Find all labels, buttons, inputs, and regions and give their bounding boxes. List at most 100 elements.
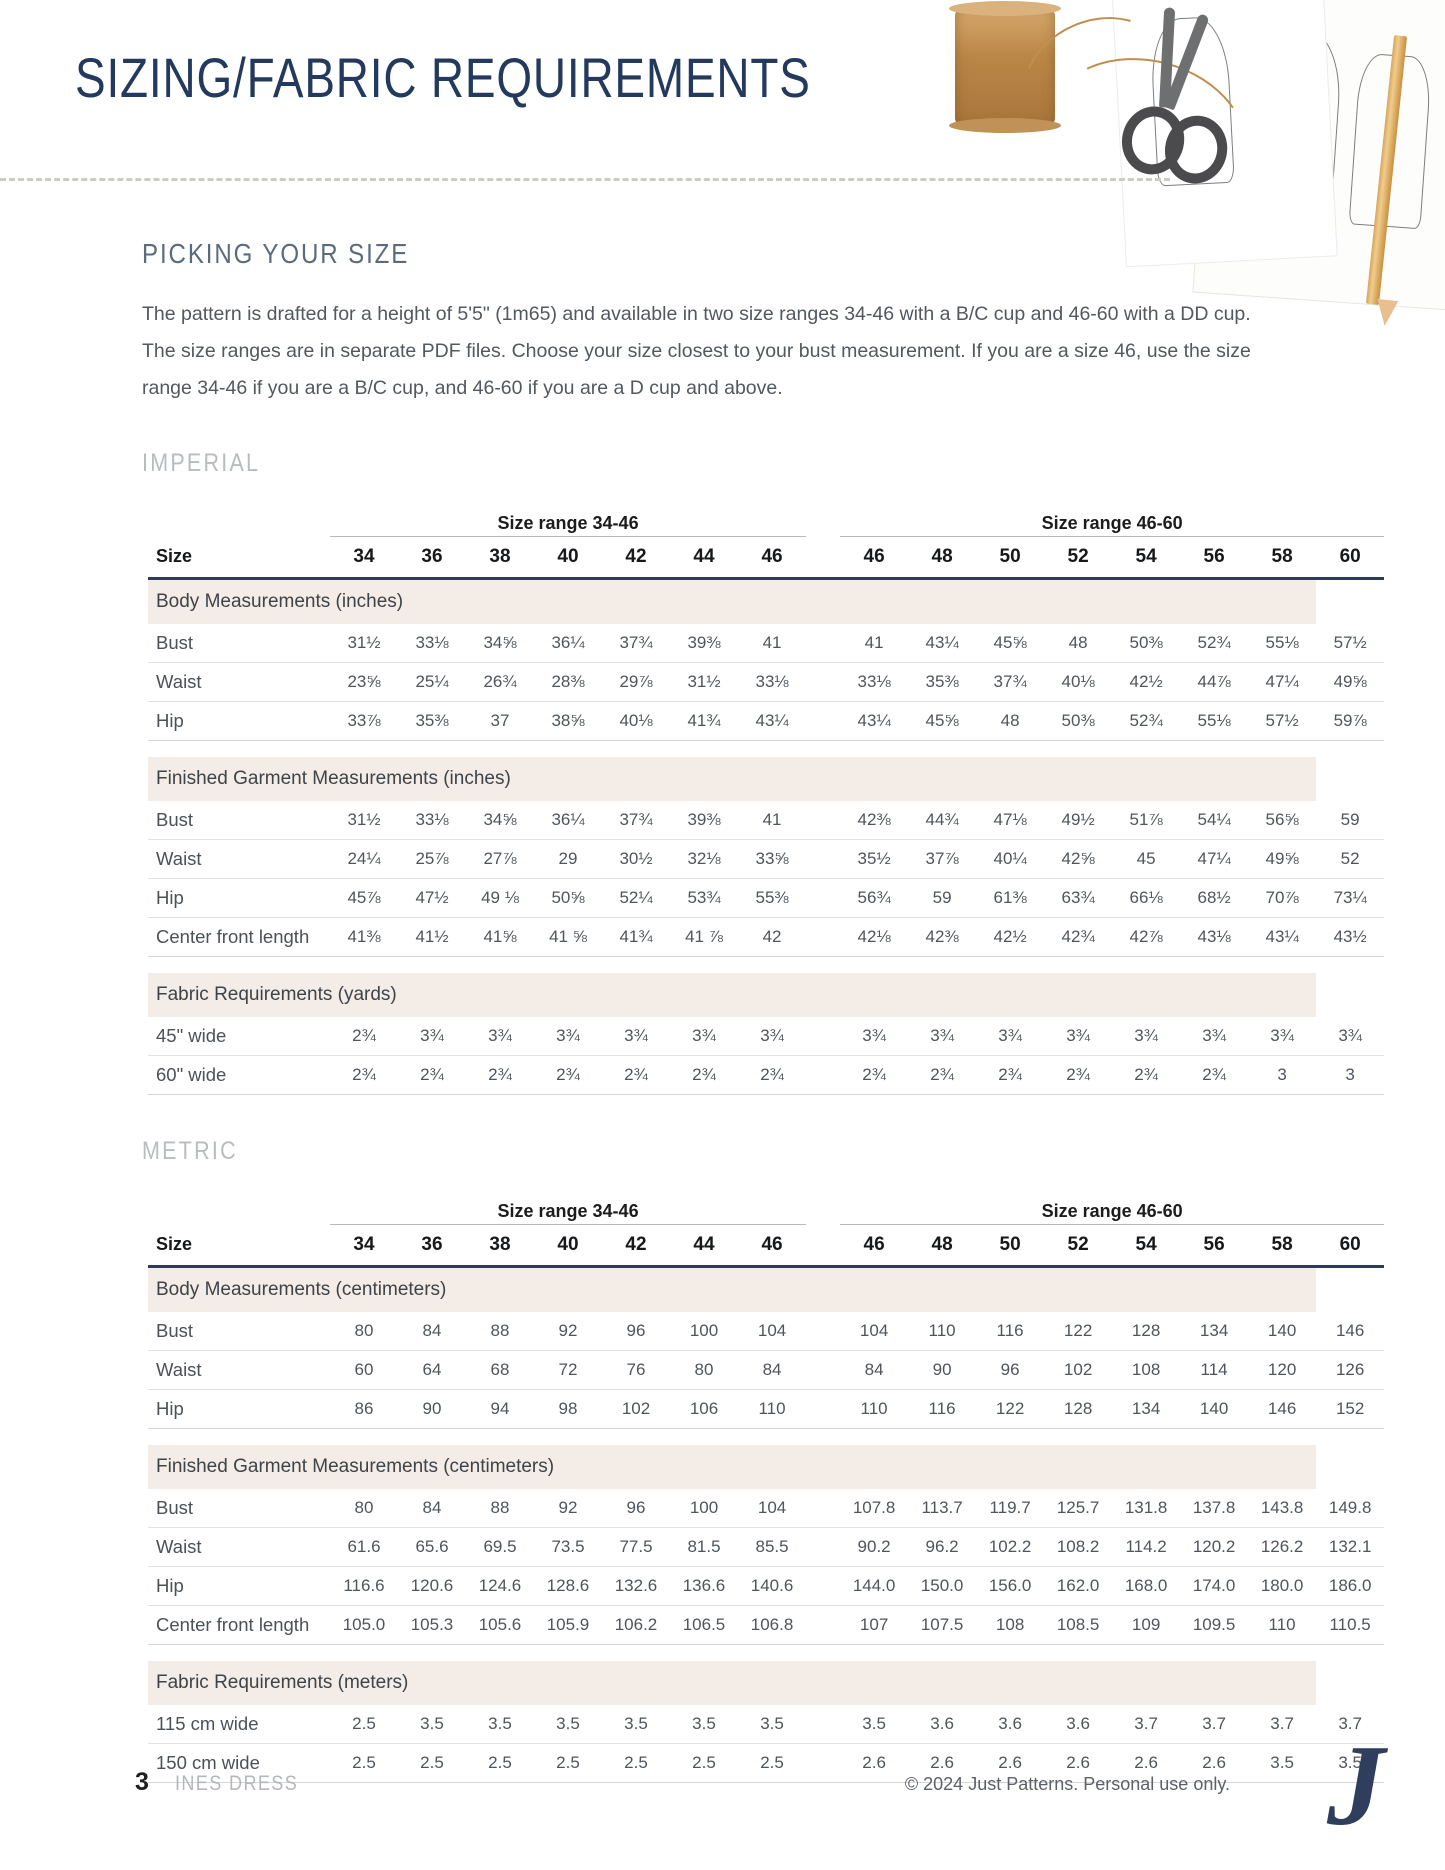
copyright-notice: © 2024 Just Patterns. Personal use only. — [904, 1774, 1230, 1794]
size-header: 36 — [421, 546, 443, 567]
measurement-cell: 40⅛ — [602, 701, 670, 741]
measurement-cell: 77.5 — [602, 1527, 670, 1567]
measurement-cell: 102.2 — [976, 1527, 1045, 1567]
measurement-cell: 2¾ — [534, 1055, 602, 1095]
size-header: 36 — [421, 1234, 443, 1255]
measurement-cell: 3.5 — [602, 1705, 670, 1744]
size-header: 56 — [1203, 1234, 1225, 1255]
size-label: Size — [156, 546, 193, 567]
measurement-cell: 140.6 — [738, 1566, 807, 1606]
measurement-cell: 50⅜ — [1112, 624, 1181, 663]
measurement-cell: 94 — [466, 1389, 534, 1429]
measurement-cell: 2¾ — [840, 1055, 909, 1095]
measurement-cell: 120.6 — [398, 1566, 466, 1606]
measurement-cell: 110 — [840, 1389, 909, 1429]
size-label: Size — [156, 1234, 193, 1255]
metric-heading: METRIC — [142, 1137, 238, 1165]
page-title: SIZING/FABRIC REQUIREMENTS — [75, 46, 811, 109]
measurement-cell: 43¼ — [908, 624, 977, 663]
imperial-table-body: Body Measurements (inches) Bust 31½ 33⅛ 34⅝ 3… — [148, 578, 1385, 1095]
gap-cell — [806, 1017, 841, 1056]
measurement-cell: 80 — [670, 1350, 738, 1390]
measurement-cell: 84 — [738, 1350, 807, 1390]
size-header: 50 — [999, 1234, 1021, 1255]
measurement-cell: 3 — [1316, 1055, 1385, 1095]
row-label: Hip — [148, 1389, 330, 1429]
measurement-cell: 104 — [738, 1312, 807, 1351]
measurement-cell: 146 — [1248, 1389, 1317, 1429]
measurement-cell: 2.6 — [1180, 1743, 1249, 1783]
measurement-cell: 38⅝ — [534, 701, 602, 741]
thread-spool-icon — [949, 1, 1061, 133]
measurement-cell: 3.5 — [840, 1705, 909, 1744]
measurement-cell: 48 — [1044, 624, 1113, 663]
measurement-cell: 106.2 — [602, 1605, 670, 1645]
measurement-cell: 43¼ — [840, 701, 909, 741]
measurement-cell: 96 — [602, 1489, 670, 1528]
row-label: Bust — [148, 1312, 330, 1351]
measurement-cell: 116.6 — [330, 1566, 398, 1606]
group-title: Finished Garment Measurements (inches) — [148, 757, 1317, 801]
measurement-cell: 168.0 — [1112, 1566, 1181, 1606]
measurement-cell: 3.7 — [1316, 1705, 1385, 1744]
header-photo-collage — [925, 0, 1445, 330]
imperial-range-row: Size range 34-46 Size range 46-60 — [148, 500, 1385, 537]
size-header: 44 — [693, 1234, 715, 1255]
gap-cell — [806, 1527, 841, 1567]
metric-size-row: Size 34 36 38 40 42 44 46 46 48 50 52 54… — [148, 1225, 1385, 1267]
table-row: 60" wide 2¾ 2¾ 2¾ 2¾ 2¾ 2¾ 2¾ 2¾ 2¾ 2¾ 2¾ 2¾ 2¾ 3 3 — [148, 1055, 1385, 1095]
table-row: Waist 61.6 65.6 69.5 73.5 77.5 81.5 85.5 90.2 96.… — [148, 1527, 1385, 1567]
measurement-cell: 2.6 — [908, 1743, 977, 1783]
measurement-cell: 3.7 — [1248, 1705, 1317, 1744]
measurement-cell: 50⅝ — [534, 878, 602, 918]
measurement-cell: 69.5 — [466, 1527, 534, 1567]
measurement-cell: 146 — [1316, 1312, 1385, 1351]
pattern-name: INES DRESS — [175, 1772, 299, 1795]
measurement-cell: 45⅝ — [908, 701, 977, 741]
measurement-cell: 104 — [840, 1312, 909, 1351]
measurement-cell: 29 — [534, 839, 602, 879]
measurement-cell: 2¾ — [398, 1055, 466, 1095]
measurement-cell: 107.8 — [840, 1489, 909, 1528]
size-header: 54 — [1135, 546, 1157, 567]
table-group-header-row: Fabric Requirements (yards) — [148, 973, 1384, 1017]
measurement-cell: 3¾ — [738, 1017, 807, 1056]
measurement-cell: 110.5 — [1316, 1605, 1385, 1645]
measurement-cell: 2¾ — [330, 1055, 398, 1095]
page-footer: 3 INES DRESS © 2024 Just Patterns. Perso… — [0, 1728, 1445, 1844]
size-header: 50 — [999, 546, 1021, 567]
imperial-range-left: Size range 34-46 — [330, 500, 807, 537]
measurement-cell: 96 — [976, 1350, 1045, 1390]
measurement-cell: 41 ⅝ — [534, 917, 602, 957]
measurement-cell: 122 — [976, 1389, 1045, 1429]
measurement-cell: 50⅜ — [1044, 701, 1113, 741]
table-row: Hip 45⅞ 47½ 49 ⅛ 50⅝ 52¼ 53¾ 55⅜ 56¾ 59 61⅜ 63¾ 66⅛ 6… — [148, 878, 1385, 918]
measurement-cell: 120 — [1248, 1350, 1317, 1390]
measurement-cell: 3.5 — [1248, 1743, 1317, 1783]
measurement-cell: 100 — [670, 1312, 738, 1351]
measurement-cell: 55⅛ — [1180, 701, 1249, 741]
gap-cell — [806, 1705, 841, 1744]
measurement-cell: 49⅝ — [1316, 662, 1385, 702]
measurement-cell: 39⅜ — [670, 801, 738, 840]
measurement-cell: 29⅞ — [602, 662, 670, 702]
measurement-cell: 42½ — [1112, 662, 1181, 702]
measurement-cell: 140 — [1248, 1312, 1317, 1351]
table-row: Bust 80 84 88 92 96 100 104 107.8 113.7 119.7 125.7… — [148, 1489, 1385, 1528]
measurement-cell: 42⅛ — [840, 917, 909, 957]
measurement-cell: 33⅞ — [330, 701, 398, 741]
measurement-cell: 2.5 — [330, 1705, 398, 1744]
gap-cell — [806, 839, 841, 879]
measurement-cell: 105.0 — [330, 1605, 398, 1645]
imperial-range-right: Size range 46-60 — [840, 500, 1385, 537]
gap-cell — [806, 624, 841, 663]
measurement-cell: 42⅝ — [1044, 839, 1113, 879]
measurement-cell: 39⅜ — [670, 624, 738, 663]
measurement-cell: 68 — [466, 1350, 534, 1390]
measurement-cell: 44⅞ — [1180, 662, 1249, 702]
measurement-cell: 53¾ — [670, 878, 738, 918]
measurement-cell: 86 — [330, 1389, 398, 1429]
measurement-cell: 84 — [398, 1489, 466, 1528]
measurement-cell: 106.8 — [738, 1605, 807, 1645]
size-header: 46 — [863, 1234, 885, 1255]
